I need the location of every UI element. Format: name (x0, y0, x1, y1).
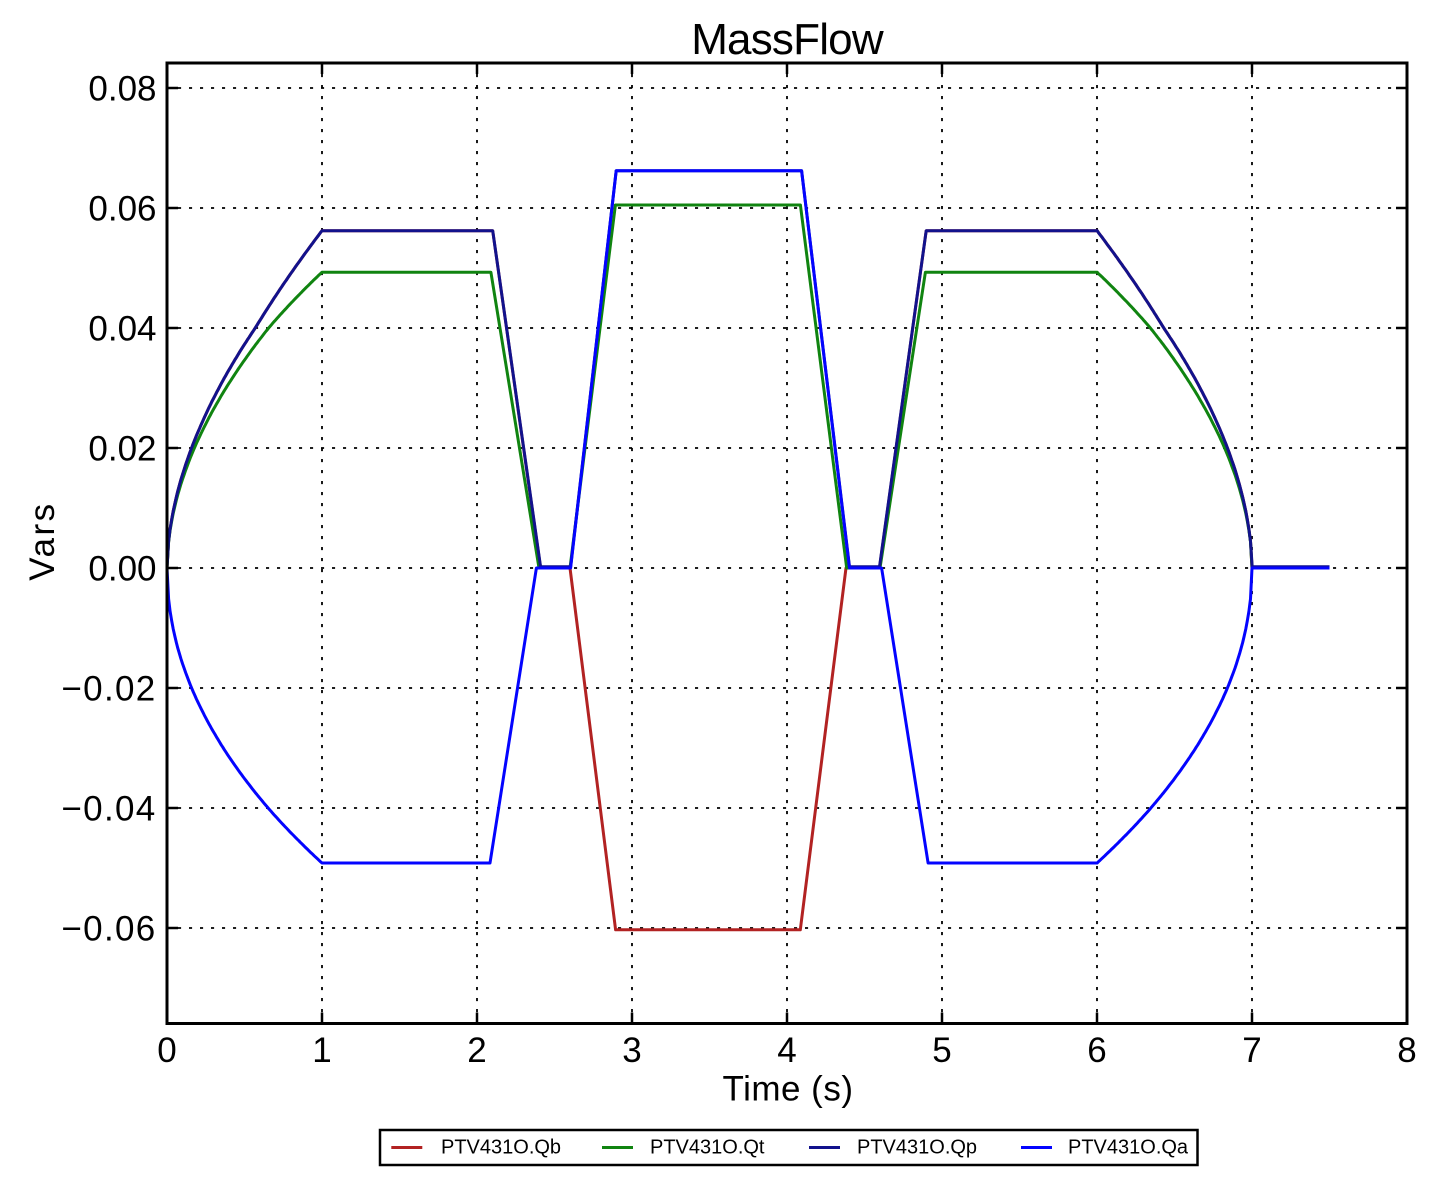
svg-text:0.00: 0.00 (88, 550, 156, 589)
svg-text:−0.04: −0.04 (61, 790, 156, 829)
svg-text:2: 2 (467, 1031, 486, 1070)
svg-text:MassFlow: MassFlow (691, 15, 884, 64)
svg-text:PTV431O.Qt: PTV431O.Qt (650, 1137, 765, 1159)
svg-text:8: 8 (1397, 1031, 1416, 1070)
svg-text:7: 7 (1242, 1031, 1261, 1070)
svg-text:PTV431O.Qb: PTV431O.Qb (441, 1137, 561, 1159)
svg-text:Time (s): Time (s) (722, 1070, 853, 1109)
svg-text:PTV431O.Qp: PTV431O.Qp (857, 1137, 977, 1159)
svg-text:4: 4 (777, 1031, 796, 1070)
svg-text:0.04: 0.04 (88, 310, 156, 349)
svg-text:PTV431O.Qa: PTV431O.Qa (1068, 1137, 1189, 1159)
svg-text:0.06: 0.06 (88, 190, 156, 229)
svg-text:3: 3 (622, 1031, 641, 1070)
svg-text:5: 5 (932, 1031, 951, 1070)
svg-text:1: 1 (312, 1031, 331, 1070)
svg-text:−0.02: −0.02 (61, 670, 156, 709)
svg-text:−0.06: −0.06 (61, 910, 156, 949)
svg-text:0.02: 0.02 (88, 430, 156, 469)
svg-text:6: 6 (1087, 1031, 1106, 1070)
svg-text:0.08: 0.08 (88, 70, 156, 109)
svg-text:Vars: Vars (23, 501, 62, 580)
svg-text:0: 0 (157, 1031, 176, 1070)
